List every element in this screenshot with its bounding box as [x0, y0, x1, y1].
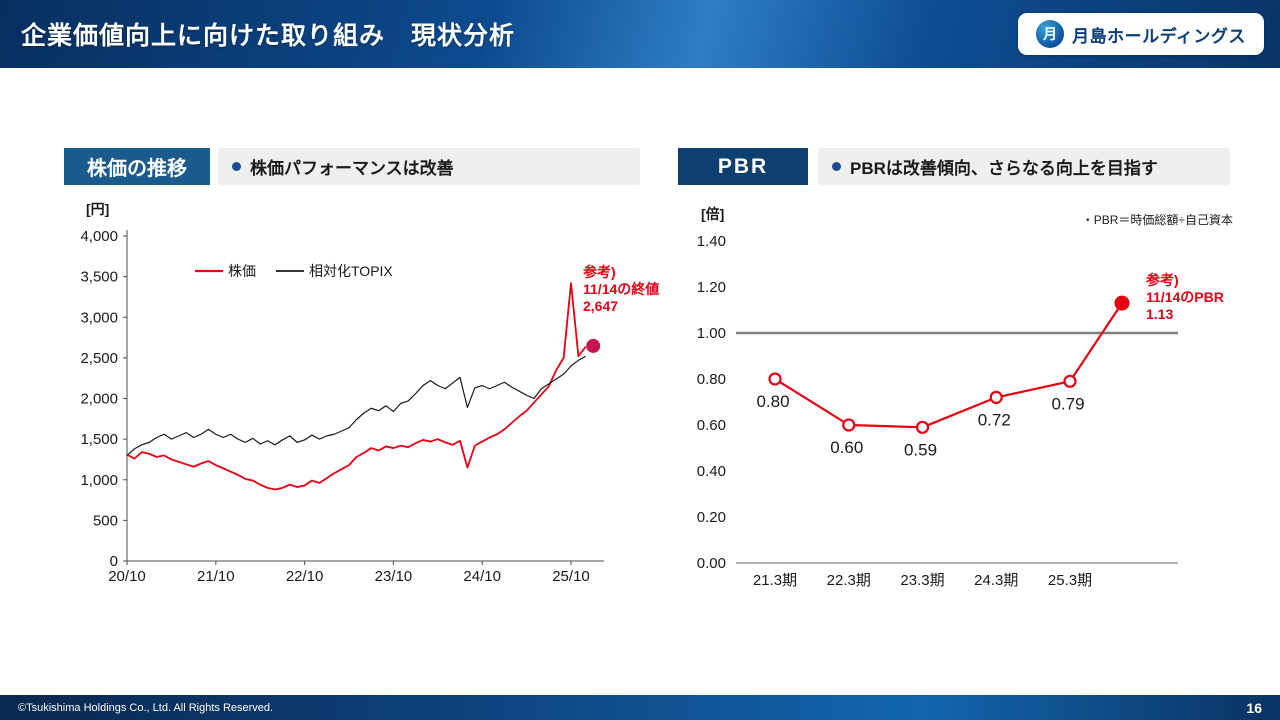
svg-text:0.00: 0.00	[697, 555, 726, 572]
stock-price-headline: 株価パフォーマンスは改善	[250, 159, 454, 178]
stock-price-chart: 0 500 1,000 1,500 2,000 2,500 3,000 3,500 4,000 2…	[80, 228, 604, 585]
copyright-text: ©Tsukishima Holdings Co., Ltd. All Right…	[18, 701, 274, 714]
svg-text:0.72: 0.72	[978, 410, 1011, 429]
svg-text:22.3期: 22.3期	[827, 572, 871, 589]
company-logo-text: 月島ホールディングス	[1072, 26, 1246, 46]
stock-reference-annotation: 参考) 11/14の終値 2,647	[583, 264, 659, 315]
svg-text:0.60: 0.60	[830, 438, 863, 457]
svg-text:0: 0	[110, 553, 118, 570]
tsukishima-logo-icon: 月	[1036, 20, 1065, 48]
svg-text:0.80: 0.80	[697, 371, 726, 388]
footer-bar: ©Tsukishima Holdings Co., Ltd. All Right…	[0, 695, 1280, 720]
svg-text:0.59: 0.59	[904, 440, 937, 459]
svg-text:株価: 株価	[228, 263, 256, 279]
svg-text:23/10: 23/10	[375, 568, 413, 585]
svg-text:2,000: 2,000	[80, 391, 118, 408]
annotation-line: 11/14の終値	[583, 281, 660, 297]
pbr-reference-annotation: 参考) 11/14のPBR 1.13	[1146, 272, 1224, 323]
pbr-headline-box: PBRは改善傾向、さらなる向上を目指す	[818, 148, 1230, 185]
pbr-badge: PBR	[678, 148, 808, 185]
stock-price-badge: 株価の推移	[64, 148, 210, 185]
svg-text:0.79: 0.79	[1051, 394, 1084, 413]
svg-text:1,000: 1,000	[80, 472, 118, 489]
svg-text:25.3期: 25.3期	[1048, 572, 1092, 589]
svg-text:2,500: 2,500	[80, 350, 118, 367]
svg-text:3,000: 3,000	[80, 309, 118, 326]
pbr-chart: 0.00 0.20 0.40 0.60 0.80 1.00 1.20 1.40 21.3期 22.…	[697, 233, 1178, 589]
svg-text:25/10: 25/10	[552, 568, 590, 585]
pbr-chart-unit-label: [倍]	[701, 206, 725, 222]
svg-text:0.60: 0.60	[697, 417, 726, 434]
annotation-line: 参考)	[1146, 272, 1179, 288]
svg-text:500: 500	[93, 512, 118, 529]
company-logo: 月 月島ホールディングス	[1018, 13, 1264, 55]
annotation-line: 参考)	[583, 264, 616, 280]
bullet-icon	[232, 162, 241, 171]
svg-text:21/10: 21/10	[197, 568, 235, 585]
page-title: 企業価値向上に向けた取り組み 現状分析	[21, 22, 516, 50]
svg-text:相対化TOPIX: 相対化TOPIX	[309, 263, 393, 279]
svg-text:0.20: 0.20	[697, 509, 726, 526]
pbr-headline: PBRは改善傾向、さらなる向上を目指す	[850, 159, 1158, 178]
header-bar: 企業価値向上に向けた取り組み 現状分析 月 月島ホールディングス	[0, 0, 1280, 68]
svg-text:1.40: 1.40	[697, 233, 726, 250]
page-number: 16	[1246, 699, 1262, 716]
svg-text:1,500: 1,500	[80, 431, 118, 448]
annotation-line: 11/14のPBR	[1146, 289, 1224, 305]
svg-text:4,000: 4,000	[80, 228, 118, 245]
stock-price-headline-box: 株価パフォーマンスは改善	[218, 148, 640, 185]
svg-text:20/10: 20/10	[108, 568, 146, 585]
svg-text:0.80: 0.80	[756, 392, 789, 411]
annotation-line: 2,647	[583, 298, 619, 314]
annotation-line: 1.13	[1146, 306, 1174, 322]
svg-text:1.20: 1.20	[697, 279, 726, 296]
bullet-icon	[832, 162, 841, 171]
svg-text:21.3期: 21.3期	[753, 572, 797, 589]
svg-text:3,500: 3,500	[80, 269, 118, 286]
svg-text:1.00: 1.00	[697, 325, 726, 342]
svg-text:22/10: 22/10	[286, 568, 324, 585]
stock-chart-unit-label: [円]	[86, 201, 110, 217]
svg-text:24/10: 24/10	[463, 568, 501, 585]
svg-text:24.3期: 24.3期	[974, 572, 1018, 589]
pbr-formula-note: ・PBR＝時価総額÷自己資本	[1081, 213, 1233, 227]
svg-text:0.40: 0.40	[697, 463, 726, 480]
svg-text:23.3期: 23.3期	[900, 572, 944, 589]
